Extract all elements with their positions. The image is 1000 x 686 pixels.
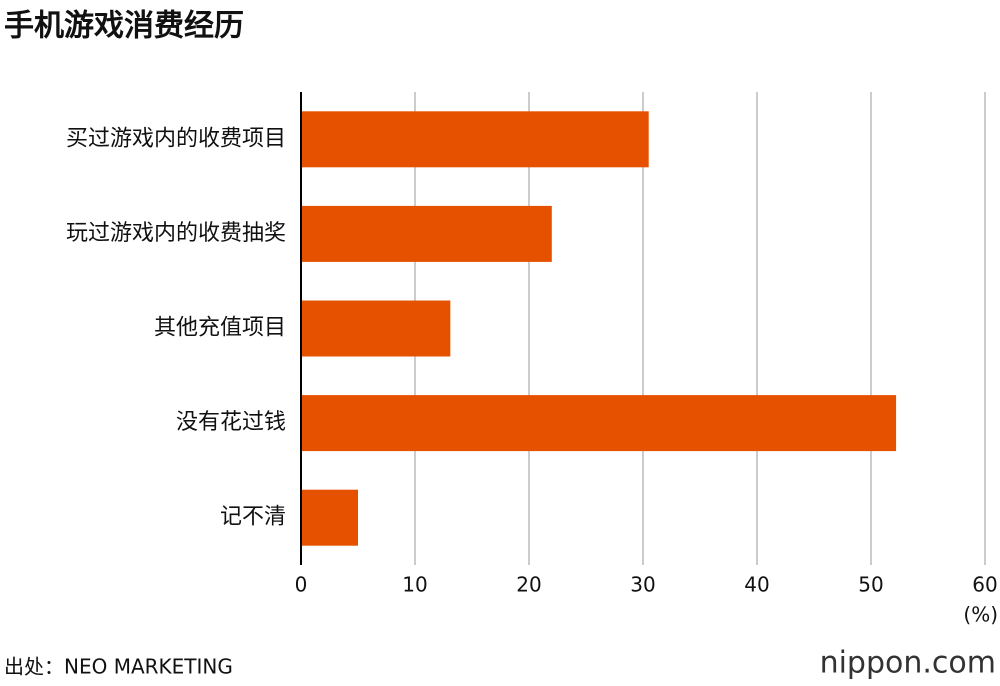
bar: [301, 300, 451, 357]
y-tick-label: 买过游戏内的收费项目: [66, 126, 286, 151]
x-tick-label: 30: [630, 573, 655, 597]
y-tick-label: 记不清: [220, 505, 286, 530]
x-tick-label: 40: [744, 573, 769, 597]
bar: [301, 489, 358, 546]
bar: [301, 111, 649, 168]
y-tick-label: 其他充值项目: [154, 316, 286, 341]
x-tick-label: 60: [972, 573, 997, 597]
x-tick-label: 0: [295, 573, 308, 597]
x-tick-label: 20: [516, 573, 541, 597]
y-tick-label: 玩过游戏内的收费抽奖: [66, 221, 286, 246]
x-tick-label: 10: [402, 573, 427, 597]
chart-title: 手机游戏消费经历: [4, 9, 244, 44]
bar: [301, 205, 552, 262]
brand-logo: nippon.com: [820, 646, 996, 681]
bar: [301, 395, 897, 452]
y-tick-label: 没有花过钱: [176, 410, 286, 435]
source: 出处：NEO MARKETING: [4, 655, 233, 679]
unit-label: (%): [963, 603, 998, 627]
x-tick-label: 50: [858, 573, 883, 597]
